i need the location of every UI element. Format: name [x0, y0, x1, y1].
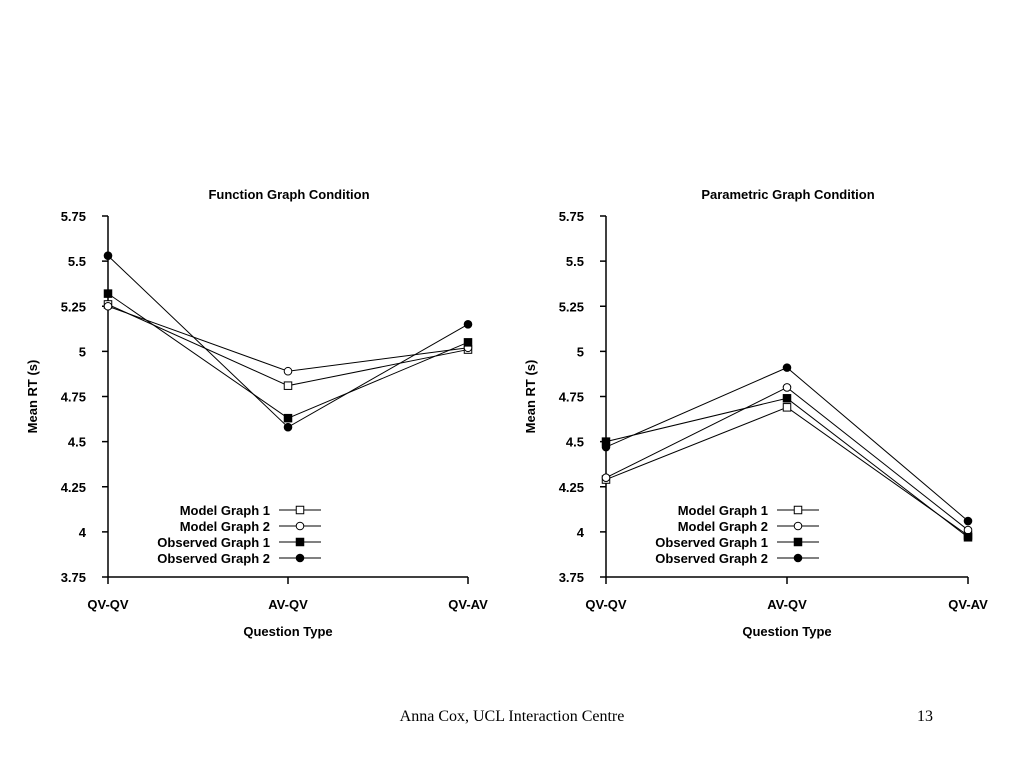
legend-marker: [793, 505, 803, 515]
series-line-1: [605, 406, 969, 536]
chart-1: Function Graph Condition 3.75 4 4.25 4.5 4.75…: [25, 187, 488, 639]
data-point-series-4: [463, 320, 473, 329]
y-tick-label: 4.25: [559, 480, 584, 495]
y-tick-label: 4.25: [61, 480, 86, 495]
data-point-series-2: [782, 383, 792, 392]
x-tick-label: QV-QV: [87, 597, 129, 612]
data-point-series-2: [963, 525, 973, 535]
legend-label: Model Graph 1: [678, 503, 768, 518]
series-line-3: [107, 293, 469, 419]
series-line-2: [107, 305, 469, 372]
y-tick-label: 3.75: [559, 570, 584, 585]
page-number: 13: [917, 708, 933, 725]
y-tick-label: 4: [79, 525, 87, 540]
x-axis-label: Question Type: [742, 624, 831, 639]
y-tick-label: 5.75: [61, 209, 86, 224]
data-point-series-1: [283, 381, 293, 390]
legend-label: Observed Graph 2: [655, 551, 768, 566]
data-point-series-3: [463, 338, 473, 347]
legend-marker: [295, 537, 305, 547]
y-tick-label: 4.75: [61, 390, 86, 405]
y-tick-label: 5.75: [559, 209, 584, 224]
footer-text: Anna Cox, UCL Interaction Centre: [399, 708, 625, 725]
legend-label: Observed Graph 2: [157, 551, 270, 566]
y-axis-label: Mean RT (s): [523, 360, 538, 434]
x-tick-label: AV-QV: [268, 597, 308, 612]
data-point-series-2: [601, 473, 611, 483]
chart-title: Function Graph Condition: [208, 187, 369, 202]
data-point-series-4: [782, 363, 792, 372]
legend-label: Model Graph 2: [678, 519, 768, 534]
y-tick-label: 5.25: [61, 299, 86, 314]
data-point-series-4: [283, 422, 293, 432]
data-point-series-4: [963, 516, 973, 526]
legend-marker: [295, 521, 305, 531]
data-point-series-2: [103, 301, 113, 311]
y-tick-label: 4.5: [566, 435, 584, 450]
data-point-series-4: [601, 442, 611, 452]
chart-2: Parametric Graph Condition 3.75 4 4.25 4.5 4.…: [523, 187, 988, 639]
y-tick-label: 4: [577, 525, 585, 540]
x-axis-label: Question Type: [243, 624, 332, 639]
data-point-series-3: [963, 533, 973, 542]
legend-marker: [793, 537, 803, 547]
data-point-series-4: [103, 251, 113, 261]
data-point-series-2: [283, 366, 293, 376]
chart-title: Parametric Graph Condition: [701, 187, 874, 202]
y-tick-label: 4.5: [68, 435, 86, 450]
x-tick-label: AV-QV: [767, 597, 807, 612]
legend-marker: [793, 553, 803, 563]
legend-label: Model Graph 1: [180, 503, 270, 518]
legend-marker: [295, 505, 305, 515]
data-point-series-3: [103, 289, 113, 298]
legend-marker: [295, 553, 305, 563]
legend-label: Observed Graph 1: [157, 535, 270, 550]
data-point-series-3: [283, 413, 293, 423]
series-line-4: [107, 255, 469, 428]
y-tick-label: 3.75: [61, 570, 86, 585]
x-tick-label: QV-AV: [948, 597, 988, 612]
y-tick-label: 5.5: [566, 254, 584, 269]
y-tick-label: 5.25: [559, 299, 584, 314]
data-point-series-1: [782, 403, 792, 412]
data-point-series-3: [782, 394, 792, 403]
y-tick-label: 5: [577, 344, 584, 359]
legend-label: Model Graph 2: [180, 519, 270, 534]
legend-marker: [793, 521, 803, 531]
legend-label: Observed Graph 1: [655, 535, 768, 550]
y-axis-label: Mean RT (s): [25, 360, 40, 434]
series-line-3: [605, 397, 969, 538]
x-tick-label: QV-QV: [585, 597, 627, 612]
y-tick-label: 5.5: [68, 254, 86, 269]
y-tick-label: 4.75: [559, 390, 584, 405]
x-tick-label: QV-AV: [448, 597, 488, 612]
y-tick-label: 5: [79, 344, 86, 359]
